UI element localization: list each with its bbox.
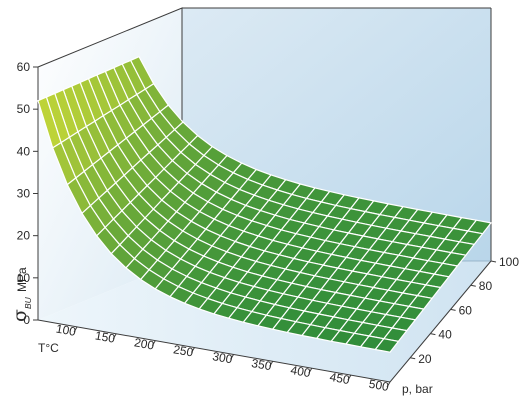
surface-mesh	[37, 56, 492, 353]
x-tick-label: 450	[329, 370, 351, 387]
z-axis-unit: MPa	[15, 267, 29, 292]
x-tick-label: 400	[290, 363, 312, 380]
x-tick-mark	[230, 354, 234, 360]
z-tick-label: 30	[17, 187, 31, 201]
x-tick-label: 150	[94, 328, 116, 345]
x-tick-mark	[347, 374, 352, 381]
z-axis-ticks: 0 10 20 30 40 50 60	[17, 60, 38, 327]
y-tick-label: 80	[479, 279, 493, 293]
y-tick-label: 100	[499, 255, 519, 269]
y-tick-label: 60	[459, 303, 473, 317]
y-tick-mark	[450, 308, 456, 311]
z-axis-subscript: BU	[23, 296, 33, 309]
x-tick-label: 200	[133, 335, 155, 352]
x-tick-mark	[269, 361, 274, 367]
x-tick-mark	[386, 381, 391, 388]
x-tick-label: 500	[368, 377, 390, 394]
x-tick-label: 100	[55, 322, 77, 339]
y-tick-mark	[430, 333, 436, 336]
z-tick-label: 60	[17, 60, 31, 74]
x-tick-label: 250	[172, 342, 194, 359]
x-tick-mark	[112, 333, 117, 340]
x-tick-mark	[151, 340, 156, 346]
y-tick-mark	[490, 260, 497, 263]
x-tick-mark	[191, 347, 195, 353]
z-tick-label: 40	[17, 144, 31, 158]
z-axis-symbol: σ	[9, 309, 31, 322]
surface-cell	[374, 338, 399, 353]
x-tick-mark	[73, 326, 78, 333]
z-tick-label: 0	[23, 313, 30, 327]
z-tick-label: 10	[17, 271, 31, 285]
z-tick-label: 20	[17, 229, 31, 243]
z-axis-label: σ BU MPa	[9, 267, 33, 322]
y-axis-ticks: 20 40 60 80 100	[410, 255, 519, 366]
x-axis-label: T°C	[38, 341, 59, 355]
y-tick-mark	[410, 357, 416, 360]
y-axis-line	[389, 260, 492, 383]
y-tick-label: 40	[438, 328, 452, 342]
x-tick-label: 300	[211, 349, 233, 366]
x-tick-mark	[308, 367, 313, 374]
y-tick-mark	[470, 284, 476, 287]
x-tick-label: 350	[250, 356, 272, 373]
x-axis-line	[37, 319, 391, 383]
x-axis-ticks: 100 150 200 250 300 350 400 450 500	[55, 322, 391, 394]
y-axis-label: p, bar	[402, 382, 433, 396]
z-tick-label: 50	[17, 102, 31, 116]
y-tick-label: 20	[418, 352, 432, 366]
